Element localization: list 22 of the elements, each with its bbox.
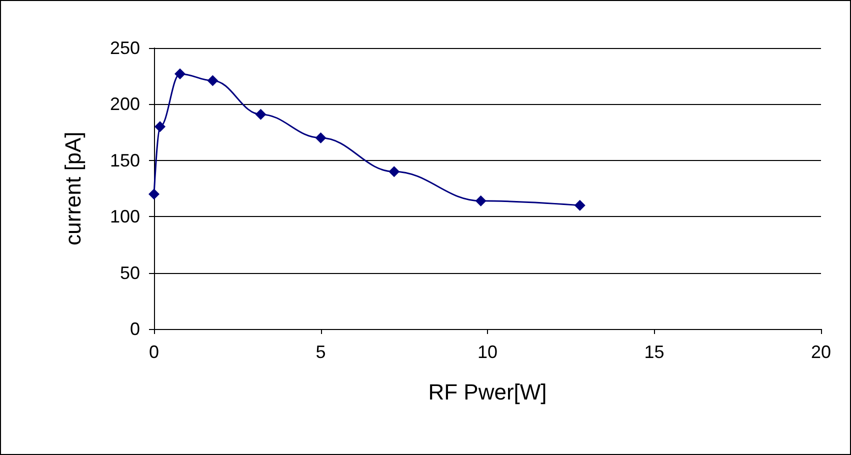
- x-tick-label: 15: [644, 342, 664, 362]
- point: [388, 166, 400, 178]
- x-axis-title: RF Pwer[W]: [428, 380, 547, 404]
- point: [315, 132, 326, 144]
- point: [207, 75, 218, 86]
- x-tick-label: 5: [316, 342, 326, 362]
- point: [574, 200, 586, 211]
- y-tick-label: 0: [130, 319, 140, 339]
- point: [255, 108, 266, 120]
- y-tick-label: 250: [110, 38, 140, 58]
- y-axis-title: current [pA]: [60, 132, 86, 246]
- y-tick-label: 100: [110, 206, 140, 227]
- y-tick-label: 200: [110, 94, 140, 114]
- x-tick-label: 20: [810, 342, 832, 362]
- point: [154, 121, 166, 132]
- x-tick-label: 10: [477, 342, 498, 362]
- point: [475, 195, 486, 206]
- x-tick-label: 0: [148, 342, 160, 362]
- y-tick-label: 50: [120, 262, 140, 283]
- point: [148, 188, 160, 200]
- y-tick-label: 150: [110, 150, 140, 170]
- point: [174, 68, 186, 80]
